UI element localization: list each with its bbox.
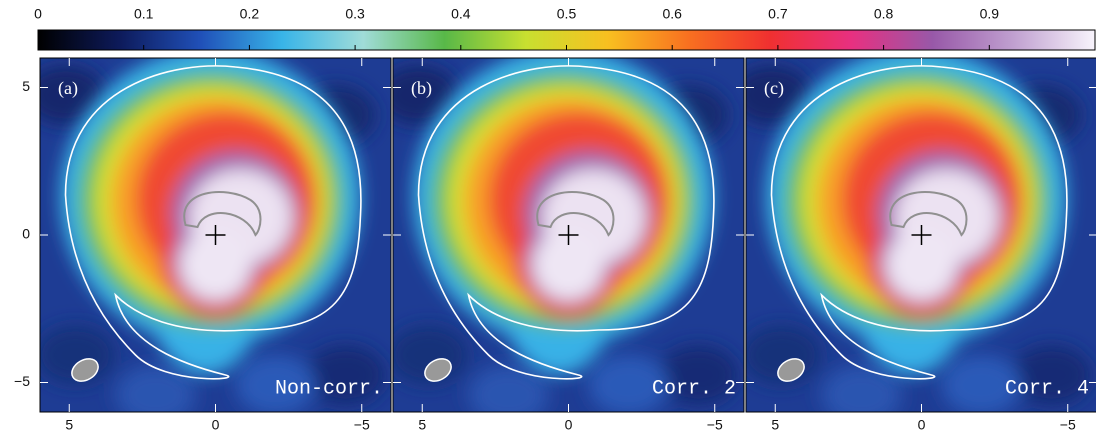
texture	[116, 365, 196, 425]
colorbar-tick-label: 0.4	[451, 6, 471, 22]
x-tick-label: 5	[771, 417, 779, 433]
panel	[26, 49, 392, 425]
colorbar-tick-label: 0.6	[662, 6, 682, 22]
panel	[379, 49, 745, 425]
texture	[469, 365, 549, 425]
y-tick-label: 0	[22, 226, 30, 242]
texture	[822, 365, 902, 425]
x-tick-label: −5	[354, 417, 370, 433]
colorbar-tick-label: 0.7	[768, 6, 788, 22]
panel-annotation: Corr. 4	[1005, 377, 1089, 400]
colorbar-tick-label: 0.8	[874, 6, 894, 22]
y-tick-label: −5	[14, 373, 30, 389]
x-tick-label: −5	[707, 417, 723, 433]
panel	[732, 49, 1096, 425]
colorbar-tick-label: 0.3	[345, 6, 365, 22]
colorbar-tick-label: 0.2	[240, 6, 260, 22]
x-tick-label: 5	[65, 417, 73, 433]
panel-label: (b)	[411, 78, 432, 99]
x-tick-label: 0	[565, 417, 573, 433]
colorbar-tick-label: 0	[34, 6, 42, 22]
panel-annotation: Non-corr.	[275, 377, 383, 400]
colorbar-tick-label: 0.5	[557, 6, 577, 22]
panel-label: (c)	[764, 78, 784, 99]
y-tick-label: 5	[22, 78, 30, 94]
panel-annotation: Corr. 2	[652, 377, 736, 400]
x-tick-label: 0	[918, 417, 926, 433]
panel-label: (a)	[58, 78, 78, 99]
x-tick-label: 0	[212, 417, 220, 433]
x-tick-label: 5	[418, 417, 426, 433]
x-tick-label: −5	[1060, 417, 1076, 433]
colorbar-tick-label: 0.9	[980, 6, 1000, 22]
colorbar-tick-label: 0.1	[134, 6, 154, 22]
